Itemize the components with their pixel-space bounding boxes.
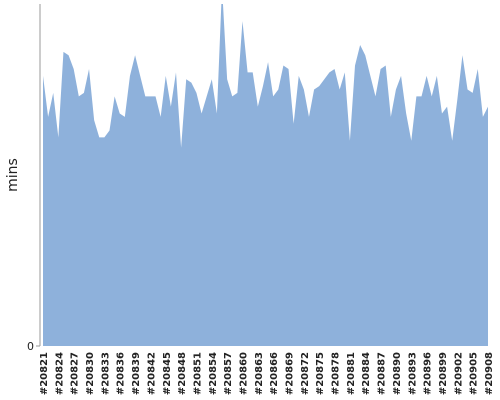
x-tick-label: #20866 bbox=[269, 352, 280, 395]
x-tick-label: #20875 bbox=[315, 352, 326, 395]
x-tick-label: #20839 bbox=[131, 352, 142, 395]
x-tick-label: #20890 bbox=[392, 352, 403, 395]
x-tick-label: #20908 bbox=[484, 352, 495, 395]
x-tick-label: #20830 bbox=[85, 352, 96, 395]
x-tick-label: #20845 bbox=[162, 352, 173, 395]
x-tick-label: #20896 bbox=[423, 352, 434, 395]
y-tick-label: 0 bbox=[27, 340, 34, 353]
x-tick-label: #20854 bbox=[208, 352, 219, 395]
x-tick-label: #20836 bbox=[116, 352, 127, 395]
x-tick-label: #20863 bbox=[254, 352, 265, 395]
x-tick-label: #20821 bbox=[39, 352, 50, 395]
x-tick-label: #20884 bbox=[361, 352, 372, 395]
x-tick-label: #20824 bbox=[54, 352, 65, 395]
y-axis-label: mins bbox=[5, 158, 21, 192]
x-tick-label: #20905 bbox=[469, 352, 480, 395]
x-tick-label: #20899 bbox=[438, 352, 449, 395]
x-tick-label: #20857 bbox=[223, 352, 234, 395]
x-tick-label: #20833 bbox=[100, 352, 111, 395]
x-tick-label: #20872 bbox=[300, 352, 311, 395]
x-tick-label: #20893 bbox=[407, 352, 418, 395]
x-tick-label: #20827 bbox=[70, 352, 81, 395]
x-tick-label: #20902 bbox=[453, 352, 464, 395]
x-tick-label: #20851 bbox=[192, 352, 203, 395]
x-tick-label: #20878 bbox=[331, 352, 342, 395]
x-tick-label: #20869 bbox=[285, 352, 296, 395]
x-tick-label: #20848 bbox=[177, 352, 188, 395]
x-tick-label: #20860 bbox=[238, 352, 249, 395]
area bbox=[43, 4, 488, 346]
x-tick-label: #20887 bbox=[377, 352, 388, 395]
x-tick-label: #20881 bbox=[346, 352, 357, 395]
x-tick-label: #20842 bbox=[146, 352, 157, 395]
